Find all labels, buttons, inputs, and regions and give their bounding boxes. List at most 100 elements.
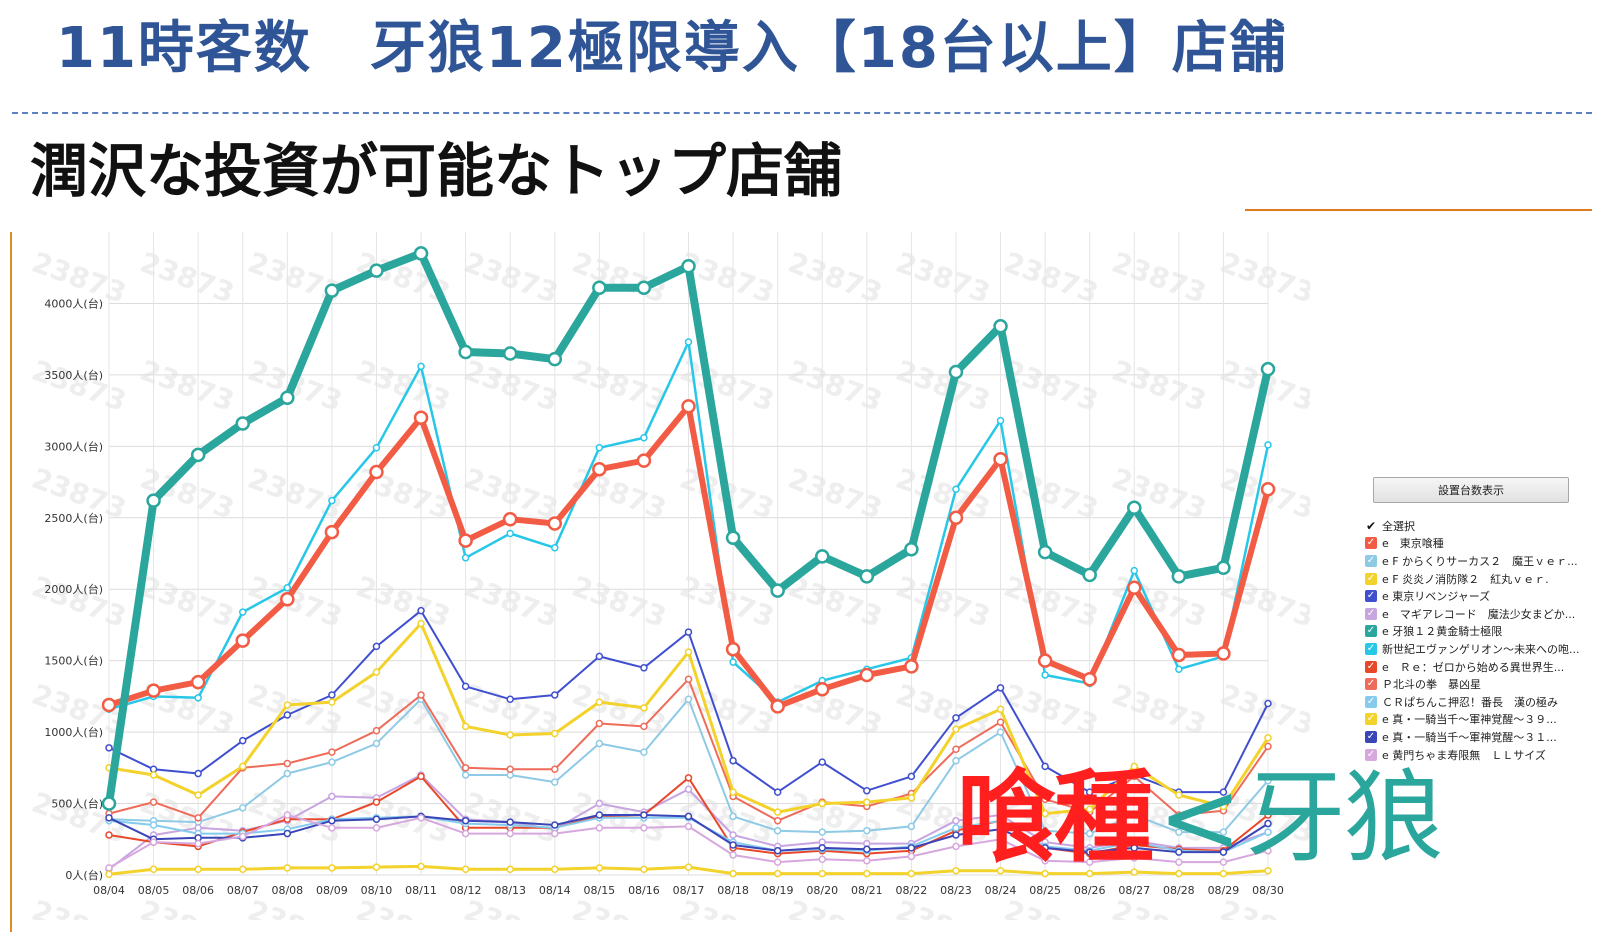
data-point bbox=[595, 652, 604, 661]
checkbox-checked-icon[interactable]: ✓ bbox=[1365, 625, 1377, 638]
chart-series bbox=[101, 246, 1276, 879]
data-point bbox=[729, 869, 737, 878]
data-point bbox=[238, 832, 247, 841]
legend-item[interactable]: ✓ e 真・一騎当千〜軍神覚醒〜３９... bbox=[1365, 711, 1585, 729]
data-point bbox=[952, 756, 960, 765]
checkbox-checked-icon[interactable]: ✔ bbox=[1365, 518, 1377, 533]
legend-item[interactable]: ✓ e 牙狼１２黄金騎士極限 bbox=[1365, 623, 1585, 641]
data-point bbox=[640, 434, 648, 442]
legend-item[interactable]: ✓ e F 炎炎ノ消防隊２ 紅丸ｖｅｒ. bbox=[1365, 570, 1585, 588]
data-point bbox=[684, 695, 693, 703]
chart-axes: 0人(台) 500人(台) 1000人(台) 1500人(台) 2000人(台) 2500… bbox=[44, 296, 1283, 897]
data-point bbox=[149, 865, 158, 874]
data-point bbox=[1041, 809, 1049, 818]
data-point bbox=[952, 745, 960, 754]
data-point bbox=[551, 691, 559, 699]
data-point bbox=[283, 864, 292, 872]
legend-item-label: Ｐ北斗の拳 暴凶星 bbox=[1382, 678, 1481, 692]
y-tick-label: 3500人(台) bbox=[44, 368, 103, 382]
legend-item[interactable]: ✓ e F からくりサーカス２ 魔王ｖｅｒ... bbox=[1365, 552, 1585, 570]
data-point bbox=[283, 584, 292, 592]
data-point bbox=[681, 259, 696, 274]
show-unit-count-button[interactable]: 設置台数表示 bbox=[1373, 477, 1569, 503]
checkbox-checked-icon[interactable]: ✓ bbox=[1365, 554, 1377, 567]
data-point bbox=[684, 338, 693, 346]
data-point bbox=[461, 816, 470, 825]
data-point bbox=[413, 246, 429, 261]
data-point bbox=[194, 814, 202, 822]
x-tick-label: 08/16 bbox=[628, 884, 660, 897]
watermark-text: 23873 bbox=[28, 354, 131, 418]
data-point bbox=[1175, 828, 1183, 836]
data-point bbox=[551, 544, 559, 552]
checkbox-checked-icon[interactable]: ✓ bbox=[1365, 660, 1377, 673]
left-border bbox=[10, 232, 12, 932]
data-point bbox=[506, 529, 514, 538]
watermark-text: 23873 bbox=[1108, 354, 1211, 418]
checkbox-checked-icon[interactable]: ✓ bbox=[1365, 748, 1377, 761]
watermark-text: 23873 bbox=[136, 894, 239, 920]
watermark-text: 23873 bbox=[892, 570, 995, 634]
data-point bbox=[146, 493, 161, 508]
data-point bbox=[1041, 826, 1049, 835]
data-point bbox=[1130, 854, 1139, 862]
data-point bbox=[773, 788, 782, 796]
x-tick-label: 08/28 bbox=[1163, 884, 1195, 897]
data-point bbox=[770, 583, 785, 598]
x-tick-label: 08/27 bbox=[1118, 884, 1150, 897]
data-point bbox=[1175, 811, 1183, 819]
data-point bbox=[1085, 805, 1094, 814]
data-point bbox=[1171, 647, 1187, 663]
data-point bbox=[190, 674, 206, 690]
x-tick-label: 08/24 bbox=[985, 884, 1017, 897]
checkbox-checked-icon[interactable]: ✓ bbox=[1365, 642, 1377, 655]
data-point bbox=[640, 824, 648, 832]
data-point bbox=[684, 785, 693, 794]
legend-select-all[interactable]: ✔ 全選択 bbox=[1365, 517, 1585, 535]
data-point bbox=[595, 864, 604, 872]
legend-item[interactable]: ✓ e Ｒｅ：ゼロから始める異世界生... bbox=[1365, 658, 1585, 676]
checkbox-checked-icon[interactable]: ✓ bbox=[1365, 537, 1377, 550]
data-point bbox=[238, 804, 247, 812]
legend-item[interactable]: ✓ 新世紀エヴァンゲリオン〜未来への咆... bbox=[1365, 640, 1585, 658]
legend-item-label: e Ｒｅ：ゼロから始める異世界生... bbox=[1382, 660, 1565, 674]
data-point bbox=[859, 667, 875, 683]
data-point bbox=[996, 705, 1005, 713]
data-point bbox=[1264, 819, 1272, 828]
checkbox-checked-icon[interactable]: ✓ bbox=[1365, 678, 1377, 691]
data-point bbox=[859, 569, 875, 584]
legend-item[interactable]: ✓ ＣＲぱちんこ押忍！番長 漢の極み bbox=[1365, 693, 1585, 711]
checkbox-checked-icon[interactable]: ✓ bbox=[1365, 572, 1377, 585]
checkbox-checked-icon[interactable]: ✓ bbox=[1365, 713, 1377, 726]
series-group bbox=[101, 399, 1276, 714]
watermark-text: 23873 bbox=[1000, 246, 1103, 310]
data-point bbox=[1264, 776, 1272, 785]
series-group bbox=[105, 862, 1272, 879]
data-point bbox=[547, 351, 563, 367]
x-tick-label: 08/17 bbox=[673, 884, 705, 897]
legend-item[interactable]: ✓ e 東京リベンジャーズ bbox=[1365, 587, 1585, 605]
data-point bbox=[417, 619, 425, 628]
legend-item[interactable]: ✓ Ｐ北斗の拳 暴凶星 bbox=[1365, 675, 1585, 693]
data-point bbox=[681, 399, 696, 414]
legend-item[interactable]: ✓ e 黄門ちゃま寿限無 ＬＬサイズ bbox=[1365, 746, 1585, 764]
data-point bbox=[1085, 869, 1094, 878]
data-point bbox=[595, 444, 604, 452]
watermark-text: 23873 bbox=[460, 570, 563, 634]
watermark-text: 23873 bbox=[1108, 246, 1211, 310]
legend-item[interactable]: ✓ e 東京喰種 bbox=[1365, 535, 1585, 553]
legend-item[interactable]: ✓ e 真・一騎当千〜軍神覚醒〜３１... bbox=[1365, 728, 1585, 746]
checkbox-checked-icon[interactable]: ✓ bbox=[1365, 590, 1377, 603]
checkbox-checked-icon[interactable]: ✓ bbox=[1365, 730, 1377, 743]
data-point bbox=[372, 739, 381, 748]
x-tick-label: 08/13 bbox=[494, 884, 526, 897]
watermark-text: 23873 bbox=[244, 894, 347, 920]
checkbox-checked-icon[interactable]: ✓ bbox=[1365, 695, 1377, 708]
data-point bbox=[814, 549, 830, 564]
data-point bbox=[461, 865, 470, 874]
watermark-text: 23873 bbox=[784, 462, 887, 526]
legend-item[interactable]: ✓ e マギアレコード 魔法少女まどか... bbox=[1365, 605, 1585, 623]
watermark-text: 23873 bbox=[28, 570, 131, 634]
data-point bbox=[729, 756, 737, 765]
checkbox-checked-icon[interactable]: ✓ bbox=[1365, 607, 1377, 620]
